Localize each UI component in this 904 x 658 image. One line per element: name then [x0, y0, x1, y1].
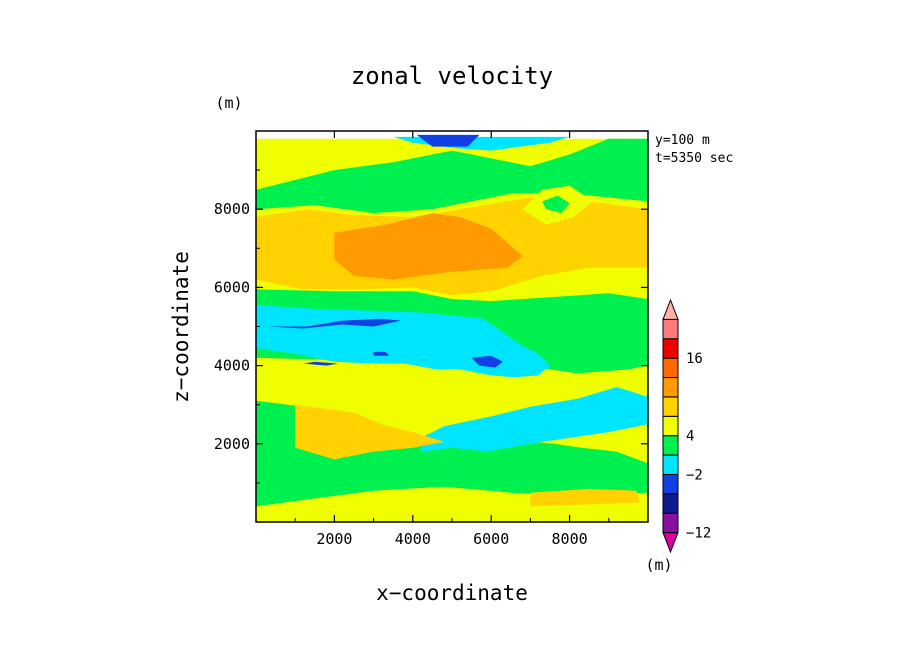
x-axis: 2000 4000 6000 8000 [294, 131, 610, 548]
colorbar-swatch [662, 512, 679, 534]
contour-region [303, 361, 339, 366]
contour-region [256, 138, 648, 214]
contour-region [295, 404, 445, 460]
colorbar-swatch [662, 396, 679, 417]
colorbar-tick-label: 4 [686, 429, 694, 445]
colorbar-swatch [662, 357, 679, 379]
y-tick-label: 2000 [214, 435, 250, 453]
colorbar-swatch [662, 415, 679, 437]
colorbar-swatch [662, 298, 679, 320]
colorbar-swatch [662, 532, 679, 554]
colorbar-unit-label: (m) [645, 556, 672, 574]
colorbar-swatch [662, 435, 679, 456]
y-unit-label: (m) [215, 94, 242, 112]
contour-region [471, 355, 503, 368]
contour-region [416, 134, 480, 147]
colorbar-swatch [662, 454, 679, 475]
y-axis-label: z−coordinate [169, 251, 193, 403]
annotation-line-0: y=100 m [655, 133, 710, 148]
contour-region [542, 195, 570, 214]
colorbar-swatch [662, 338, 679, 359]
chart-title: zonal velocity [351, 62, 553, 90]
contour-region [420, 387, 648, 452]
annotation-line-1: t=5350 sec [655, 151, 733, 166]
colorbar-swatch [662, 318, 679, 340]
y-tick-label: 6000 [214, 278, 250, 296]
colorbar: 16 4 −2 −12 [662, 298, 711, 554]
contour-region [267, 318, 401, 329]
y-tick-label: 8000 [214, 200, 250, 218]
x-tick-label: 8000 [552, 530, 588, 548]
colorbar-tick-label: −12 [686, 526, 711, 542]
colorbar-tick-label: −2 [686, 467, 703, 483]
contour-region [334, 213, 523, 280]
colorbar-swatch [662, 473, 679, 495]
x-axis-label: x−coordinate [376, 581, 528, 605]
y-axis: 2000 4000 6000 8000 [214, 169, 648, 484]
x-tick-label: 6000 [473, 530, 509, 548]
colorbar-swatch [662, 377, 679, 398]
contour-region [256, 136, 570, 151]
contour-region [373, 351, 390, 356]
colorbar-tick-label: 16 [686, 351, 703, 367]
heatmap-field [256, 134, 648, 522]
x-tick-label: 2000 [316, 530, 352, 548]
colorbar-swatch [662, 493, 679, 514]
contour-region [530, 488, 641, 507]
x-tick-label: 4000 [395, 530, 431, 548]
y-tick-label: 4000 [214, 357, 250, 375]
